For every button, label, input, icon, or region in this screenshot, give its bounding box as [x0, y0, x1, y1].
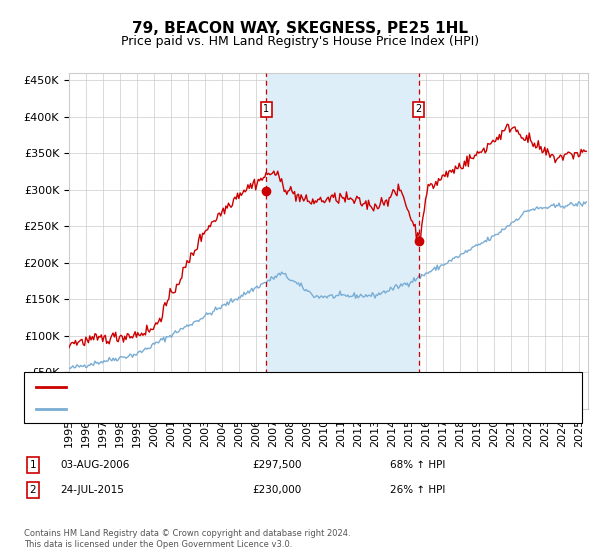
Text: HPI: Average price, detached house, East Lindsey: HPI: Average price, detached house, East… [75, 404, 322, 414]
Text: 26% ↑ HPI: 26% ↑ HPI [390, 485, 445, 495]
Text: 03-AUG-2006: 03-AUG-2006 [60, 460, 130, 470]
Text: Contains HM Land Registry data © Crown copyright and database right 2024.
This d: Contains HM Land Registry data © Crown c… [24, 529, 350, 549]
Text: 1: 1 [263, 104, 269, 114]
Text: 68% ↑ HPI: 68% ↑ HPI [390, 460, 445, 470]
Text: 79, BEACON WAY, SKEGNESS, PE25 1HL (detached house): 79, BEACON WAY, SKEGNESS, PE25 1HL (deta… [75, 381, 365, 391]
Text: 79, BEACON WAY, SKEGNESS, PE25 1HL: 79, BEACON WAY, SKEGNESS, PE25 1HL [132, 21, 468, 36]
Text: 1: 1 [29, 460, 37, 470]
Text: £297,500: £297,500 [252, 460, 302, 470]
Bar [266, 73, 419, 409]
Text: Price paid vs. HM Land Registry's House Price Index (HPI): Price paid vs. HM Land Registry's House … [121, 35, 479, 48]
Text: 24-JUL-2015: 24-JUL-2015 [60, 485, 124, 495]
Text: £230,000: £230,000 [252, 485, 301, 495]
Text: 2: 2 [416, 104, 422, 114]
Text: 2: 2 [29, 485, 37, 495]
